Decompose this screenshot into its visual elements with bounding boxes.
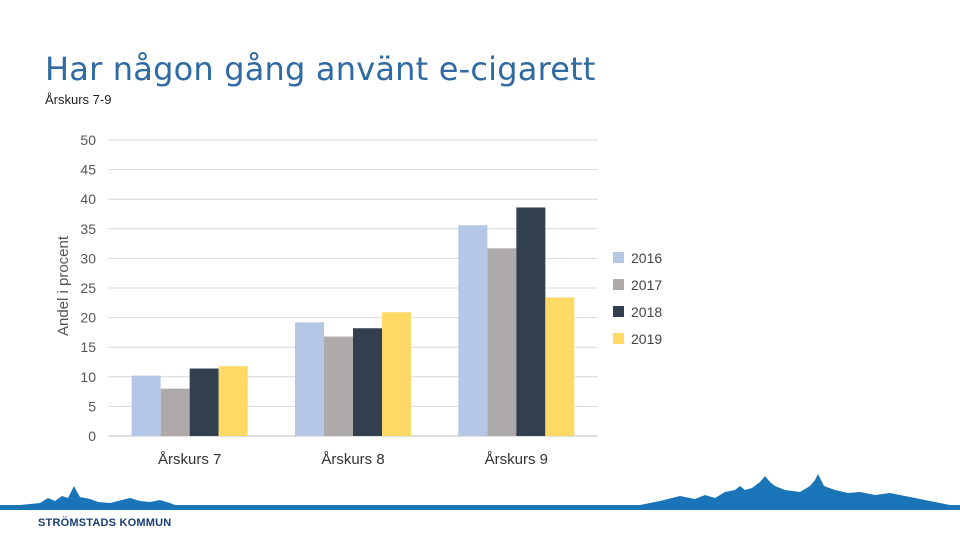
bar-2017-2 — [324, 336, 353, 436]
footer-bar — [0, 505, 960, 510]
y-tick-label: 50 — [80, 132, 96, 148]
city-skyline-logo — [20, 474, 950, 505]
legend-swatch — [613, 333, 624, 344]
page-title: Har någon gång använt e-cigarett — [45, 50, 596, 88]
legend-swatch — [613, 279, 624, 290]
legend-swatch — [613, 252, 624, 263]
y-tick-label: 25 — [80, 280, 96, 296]
bar-2017-3 — [487, 248, 517, 436]
legend-label: 2017 — [631, 277, 662, 293]
y-axis-label: Andel i procent — [55, 235, 72, 336]
y-tick-label: 0 — [88, 428, 96, 444]
bar-2017-1 — [160, 388, 190, 436]
y-tick-label: 15 — [80, 339, 96, 355]
legend-label: 2016 — [631, 250, 662, 266]
brand-name: STRÖMSTADS KOMMUN — [38, 517, 172, 529]
bar-2016-1 — [131, 375, 161, 436]
bar-2018-2 — [353, 328, 382, 436]
legend-label: 2019 — [631, 331, 662, 347]
bars — [131, 207, 575, 436]
bar-2016-3 — [458, 225, 488, 436]
bar-2019-2 — [382, 312, 411, 436]
y-tick-label: 45 — [80, 162, 96, 178]
y-tick-label: 30 — [80, 250, 96, 266]
y-tick-label: 35 — [80, 221, 96, 237]
y-tick-label: 10 — [80, 369, 96, 385]
bar-2019-3 — [545, 297, 575, 436]
legend-swatch — [613, 306, 624, 317]
page-subtitle: Årskurs 7-9 — [45, 92, 112, 107]
x-tick-label: Årskurs 9 — [485, 451, 548, 468]
bar-2018-1 — [189, 368, 219, 436]
legend: 2016 2017 2018 2019 — [613, 250, 662, 347]
y-tick-label: 20 — [80, 310, 96, 326]
x-axis-labels: Årskurs 7 Årskurs 8 Årskurs 9 — [158, 451, 548, 468]
y-tick-label: 40 — [80, 191, 96, 207]
y-tick-label: 5 — [88, 398, 96, 414]
x-tick-label: Årskurs 8 — [321, 451, 384, 468]
legend-label: 2018 — [631, 304, 662, 320]
bar-2019-1 — [218, 366, 248, 436]
bar-2016-2 — [295, 322, 324, 436]
bar-2018-3 — [516, 207, 546, 436]
x-tick-label: Årskurs 7 — [158, 451, 221, 468]
y-axis-ticks: 0 5 10 15 20 25 30 35 40 45 50 — [80, 132, 96, 444]
